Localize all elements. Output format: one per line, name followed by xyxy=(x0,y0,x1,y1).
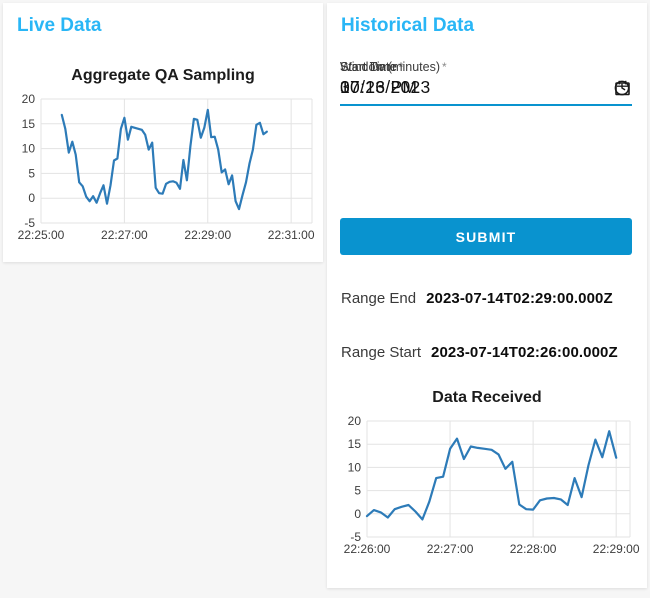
required-marker: * xyxy=(398,60,403,74)
window-minutes-input[interactable]: Window (minutes) * 3 xyxy=(340,58,632,106)
svg-text:5: 5 xyxy=(28,166,35,180)
window-minutes-value[interactable]: 3 xyxy=(340,77,351,97)
range-end-label: Range End xyxy=(341,290,417,307)
live-data-panel: Live Data Aggregate QA Sampling -5 0 5 10 15… xyxy=(3,3,323,262)
clock-icon[interactable] xyxy=(614,80,630,101)
svg-text:10: 10 xyxy=(348,460,362,474)
historical-data-panel: Historical Data Start Date * 07/13/2023 S… xyxy=(327,3,647,588)
range-start-value: 2023-07-14T02:26:00.000Z xyxy=(431,344,618,361)
svg-text:10: 10 xyxy=(22,142,36,156)
svg-text:-5: -5 xyxy=(24,216,35,230)
svg-text:0: 0 xyxy=(28,191,35,205)
start-time-value[interactable]: 10:26 PM xyxy=(340,77,418,97)
svg-text:22:25:00: 22:25:00 xyxy=(18,228,65,242)
svg-text:22:26:00: 22:26:00 xyxy=(344,542,391,556)
window-minutes-label: Window (minutes) * xyxy=(340,60,447,74)
svg-text:-5: -5 xyxy=(350,530,361,544)
required-marker: * xyxy=(442,60,447,74)
data-received-chart: -5 0 5 10 15 20 22:26:00 22:27:00 22:28:00 22:29:… xyxy=(344,414,640,556)
range-start-label: Range Start xyxy=(341,344,422,361)
aggregate-qa-sampling-chart: -5 0 5 10 15 20 22:25:00 22:27:00 22:29:00 22:31:… xyxy=(18,92,315,242)
start-date-label: Start Date * xyxy=(340,60,403,74)
svg-text:22:27:00: 22:27:00 xyxy=(101,228,148,242)
svg-text:22:31:00: 22:31:00 xyxy=(268,228,315,242)
historical-data-title: Historical Data xyxy=(341,15,475,36)
data-received-chart-title: Data Received xyxy=(432,389,542,406)
live-data-title: Live Data xyxy=(17,15,102,36)
required-marker: * xyxy=(398,60,404,74)
range-start-row: Range Start 2023-07-14T02:26:00.000Z xyxy=(341,344,618,361)
start-time-label: Start Time * xyxy=(340,60,404,74)
svg-text:20: 20 xyxy=(22,92,36,106)
svg-text:22:29:00: 22:29:00 xyxy=(184,228,231,242)
svg-text:0: 0 xyxy=(354,507,361,521)
svg-text:22:27:00: 22:27:00 xyxy=(427,542,474,556)
svg-text:22:29:00: 22:29:00 xyxy=(593,542,640,556)
svg-text:20: 20 xyxy=(348,414,362,428)
live-chart-title: Aggregate QA Sampling xyxy=(71,67,255,84)
range-end-value: 2023-07-14T02:29:00.000Z xyxy=(426,290,613,307)
range-end-row: Range End 2023-07-14T02:29:00.000Z xyxy=(341,290,613,307)
svg-text:15: 15 xyxy=(348,437,362,451)
svg-text:22:28:00: 22:28:00 xyxy=(510,542,557,556)
historical-query-form: Start Date * 07/13/2023 Start Time * 10:26… xyxy=(340,58,632,204)
svg-text:5: 5 xyxy=(354,484,361,498)
submit-button[interactable]: SUBMIT xyxy=(340,218,632,255)
svg-text:15: 15 xyxy=(22,117,36,131)
start-date-value[interactable]: 07/13/2023 xyxy=(340,77,431,97)
